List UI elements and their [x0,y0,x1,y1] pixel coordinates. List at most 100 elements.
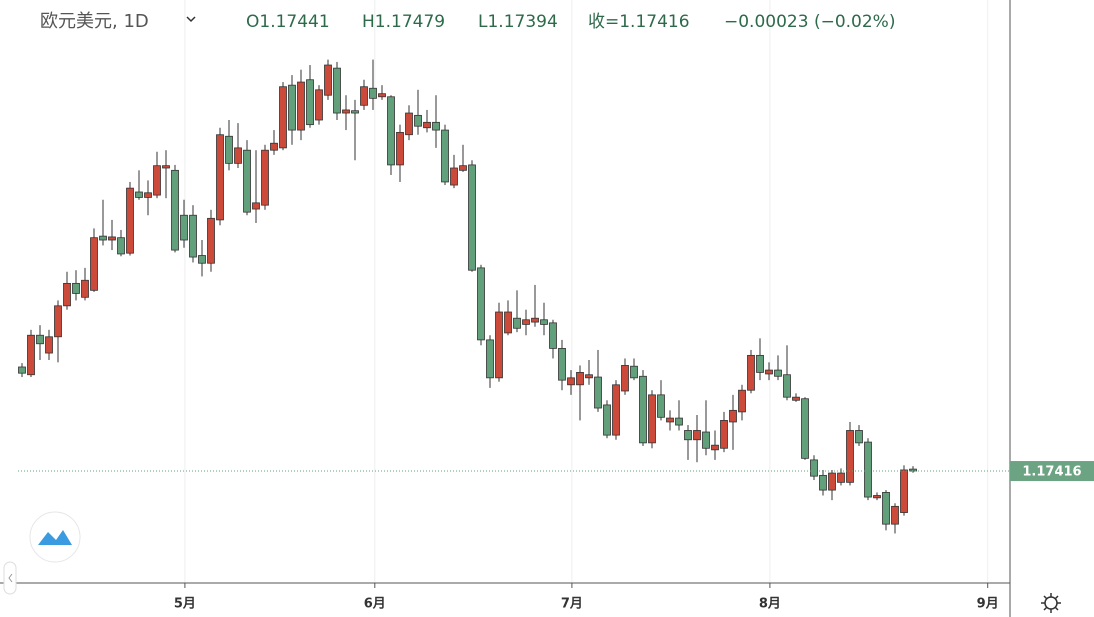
candle-body [234,147,242,164]
candle-body [621,365,629,392]
candle-body [720,420,728,449]
candle-body [522,319,530,325]
candle-body [873,495,881,499]
candle-body [477,267,485,341]
candle-body [558,348,566,381]
chart-title: 欧元美元, 1D [40,11,149,32]
logo-badge[interactable] [29,511,81,563]
candle-body [18,366,26,374]
x-tick-label: 9月 [977,597,999,612]
candle-body [828,472,836,491]
candles [18,59,917,534]
candle-body [810,459,818,477]
candle-body [54,305,62,338]
candle-body [441,129,449,183]
candle-body [702,431,710,449]
logo-icon [38,530,72,545]
candle-body [261,149,269,206]
candle-body [891,505,899,525]
legend: O1.17441 H1.17479 L1.17394 收=1.17416 −0.0002… [246,12,895,32]
candle-body [297,81,305,131]
x-tick-label: 8月 [759,597,781,612]
candle-body [360,86,368,106]
legend-item: O1.17441 [246,12,330,32]
candle-body [639,375,647,444]
candle-body [45,336,53,354]
candle-body [882,492,890,525]
candle-body [747,354,755,391]
candle-body [216,134,224,221]
candle-body [468,164,476,271]
candle-body [351,110,359,114]
candle-body [117,237,125,255]
scroll-handle[interactable] [3,561,17,595]
candle-body [270,142,278,151]
candle-body [531,317,539,323]
dropdown-icon[interactable] [186,16,196,23]
candle-body [801,398,809,459]
candle-body [576,372,584,386]
scroll-arrow [8,573,13,583]
candle-body [495,311,503,379]
candle-body [765,369,773,375]
candle-body [333,67,341,114]
candle-body [657,394,665,418]
candle-body [72,282,80,294]
candle-body [387,96,395,166]
candle-body [414,114,422,127]
candle-body [27,334,35,376]
x-tick-label: 6月 [364,597,386,612]
price-label-box [1010,461,1094,482]
legend-item: 收=1.17416 [588,12,690,32]
candle-body [684,430,692,441]
x-tick-label: 5月 [174,597,196,612]
candle-body [432,121,440,131]
candle-body [171,169,179,251]
candle-body [135,191,143,198]
candle-body [846,430,854,483]
candle-body [36,334,44,345]
candle-body [855,430,863,444]
settings-icon[interactable] [1041,593,1061,613]
candle-body [486,339,494,379]
candle-body [504,311,512,334]
candle-body [126,187,134,254]
legend-item: L1.17394 [478,12,558,32]
candle-body [603,404,611,436]
candle-body [459,165,467,171]
candle-body [189,214,197,258]
candle-body [666,417,674,423]
price-label: 1.17416 [1022,465,1081,480]
gear-teeth [1041,593,1061,613]
candle-body [450,167,458,186]
candle-body [792,396,800,401]
candle-body [198,255,206,264]
candle-body [594,376,602,409]
candle-body [90,237,98,291]
candle-body [711,444,719,451]
candle-body [369,87,377,99]
candle-body [81,279,89,298]
candle-body [729,409,737,423]
candle-body [612,384,620,436]
candle-body [279,86,287,149]
candle-body [252,202,260,210]
candle-body [162,165,170,169]
candle-body [756,354,764,373]
candle-body [315,89,323,121]
candle-body [108,236,116,241]
candle-body [783,374,791,398]
candle-body [819,474,827,491]
candle-body [900,469,908,513]
candle-body [549,322,557,349]
candle-body [144,192,152,198]
candle-body [153,165,161,196]
candle-body [630,365,638,379]
candle-body [180,214,188,241]
candle-body [567,377,575,386]
candle-body [513,317,521,329]
candle-body [99,235,107,241]
candle-body [405,112,413,136]
